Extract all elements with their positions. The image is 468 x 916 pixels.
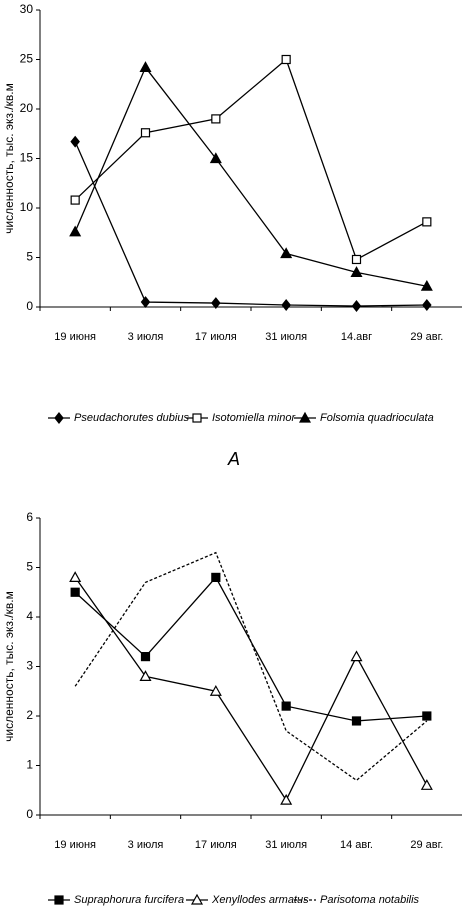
x-tick-label: 29 авг. (410, 331, 443, 343)
data-point (139, 61, 152, 73)
data-point (209, 152, 222, 164)
y-tick-label: 15 (20, 151, 34, 165)
legend-label: Isotomiella minor (212, 412, 296, 424)
data-point (70, 135, 80, 148)
y-tick-label: 25 (20, 52, 34, 66)
y-tick-label: 10 (20, 200, 34, 214)
y-tick-label: 30 (20, 2, 34, 16)
data-point (420, 779, 433, 790)
y-tick-label: 2 (26, 708, 33, 722)
data-point (350, 650, 363, 662)
series-line (74, 577, 428, 802)
x-tick-label: 3 июля (128, 839, 164, 851)
x-tick-label: 14.авг (341, 331, 372, 343)
data-point (420, 279, 433, 291)
x-tick-label: 19 июня (54, 839, 96, 851)
y-tick-label: 4 (26, 609, 33, 623)
data-point (281, 54, 291, 65)
x-tick-label: 17 июля (195, 839, 237, 851)
data-point (351, 254, 362, 265)
data-point (140, 128, 151, 138)
data-point (211, 114, 221, 124)
y-tick-label: 0 (26, 299, 33, 313)
data-point (69, 571, 82, 583)
series-line (74, 141, 427, 307)
data-point (69, 225, 82, 237)
y-axis-label: численность, тыс. экз./кв.м (2, 83, 16, 234)
y-tick-label: 5 (26, 560, 33, 574)
series-line (74, 58, 428, 261)
data-point (211, 572, 221, 583)
legend-label: Folsomia quadrioculata (320, 412, 434, 424)
data-point (422, 299, 432, 311)
data-point (280, 247, 293, 259)
data-point (422, 711, 432, 721)
data-point (211, 297, 221, 310)
y-axis-label: численность, тыс. экз./кв.м (2, 591, 16, 742)
y-tick-label: 0 (26, 807, 33, 821)
data-point (140, 296, 151, 309)
legend-marker (192, 413, 202, 423)
data-point (350, 266, 363, 277)
y-tick-label: 1 (26, 758, 33, 772)
x-tick-label: 31 июля (265, 839, 307, 851)
legend-marker (54, 412, 64, 424)
x-tick-label: 17 июля (195, 331, 237, 343)
x-tick-label: 31 июля (265, 331, 307, 343)
y-tick-label: 3 (26, 659, 33, 673)
data-point (351, 716, 362, 726)
x-tick-label: 29 авг. (410, 839, 443, 851)
series-line (74, 576, 427, 722)
data-point (280, 793, 293, 805)
data-point (140, 651, 151, 662)
data-point (351, 300, 362, 312)
legend-marker (298, 411, 312, 423)
y-tick-label: 20 (20, 101, 34, 115)
legend-marker (190, 893, 204, 905)
legend-label: Supraphorura furcifera (74, 894, 184, 906)
data-point (70, 195, 80, 205)
data-point (70, 587, 80, 597)
y-tick-label: 5 (26, 250, 33, 264)
panel-caption: А (227, 449, 240, 469)
legend-label: Parisotoma notabilis (320, 894, 420, 906)
data-point (139, 670, 152, 682)
data-point (281, 701, 291, 711)
data-point (209, 685, 222, 696)
series-line (74, 551, 428, 782)
legend-label: Xenyllodes armatus (211, 894, 309, 906)
x-tick-label: 14 авг. (340, 839, 373, 851)
x-tick-label: 19 июня (54, 331, 96, 343)
data-point (281, 299, 291, 311)
legend-label: Pseudachorutes dubius (74, 412, 189, 424)
x-tick-label: 3 июля (128, 331, 164, 343)
y-tick-label: 6 (26, 510, 33, 524)
data-point (422, 217, 432, 227)
series-line (74, 66, 427, 287)
legend-marker (54, 895, 64, 905)
